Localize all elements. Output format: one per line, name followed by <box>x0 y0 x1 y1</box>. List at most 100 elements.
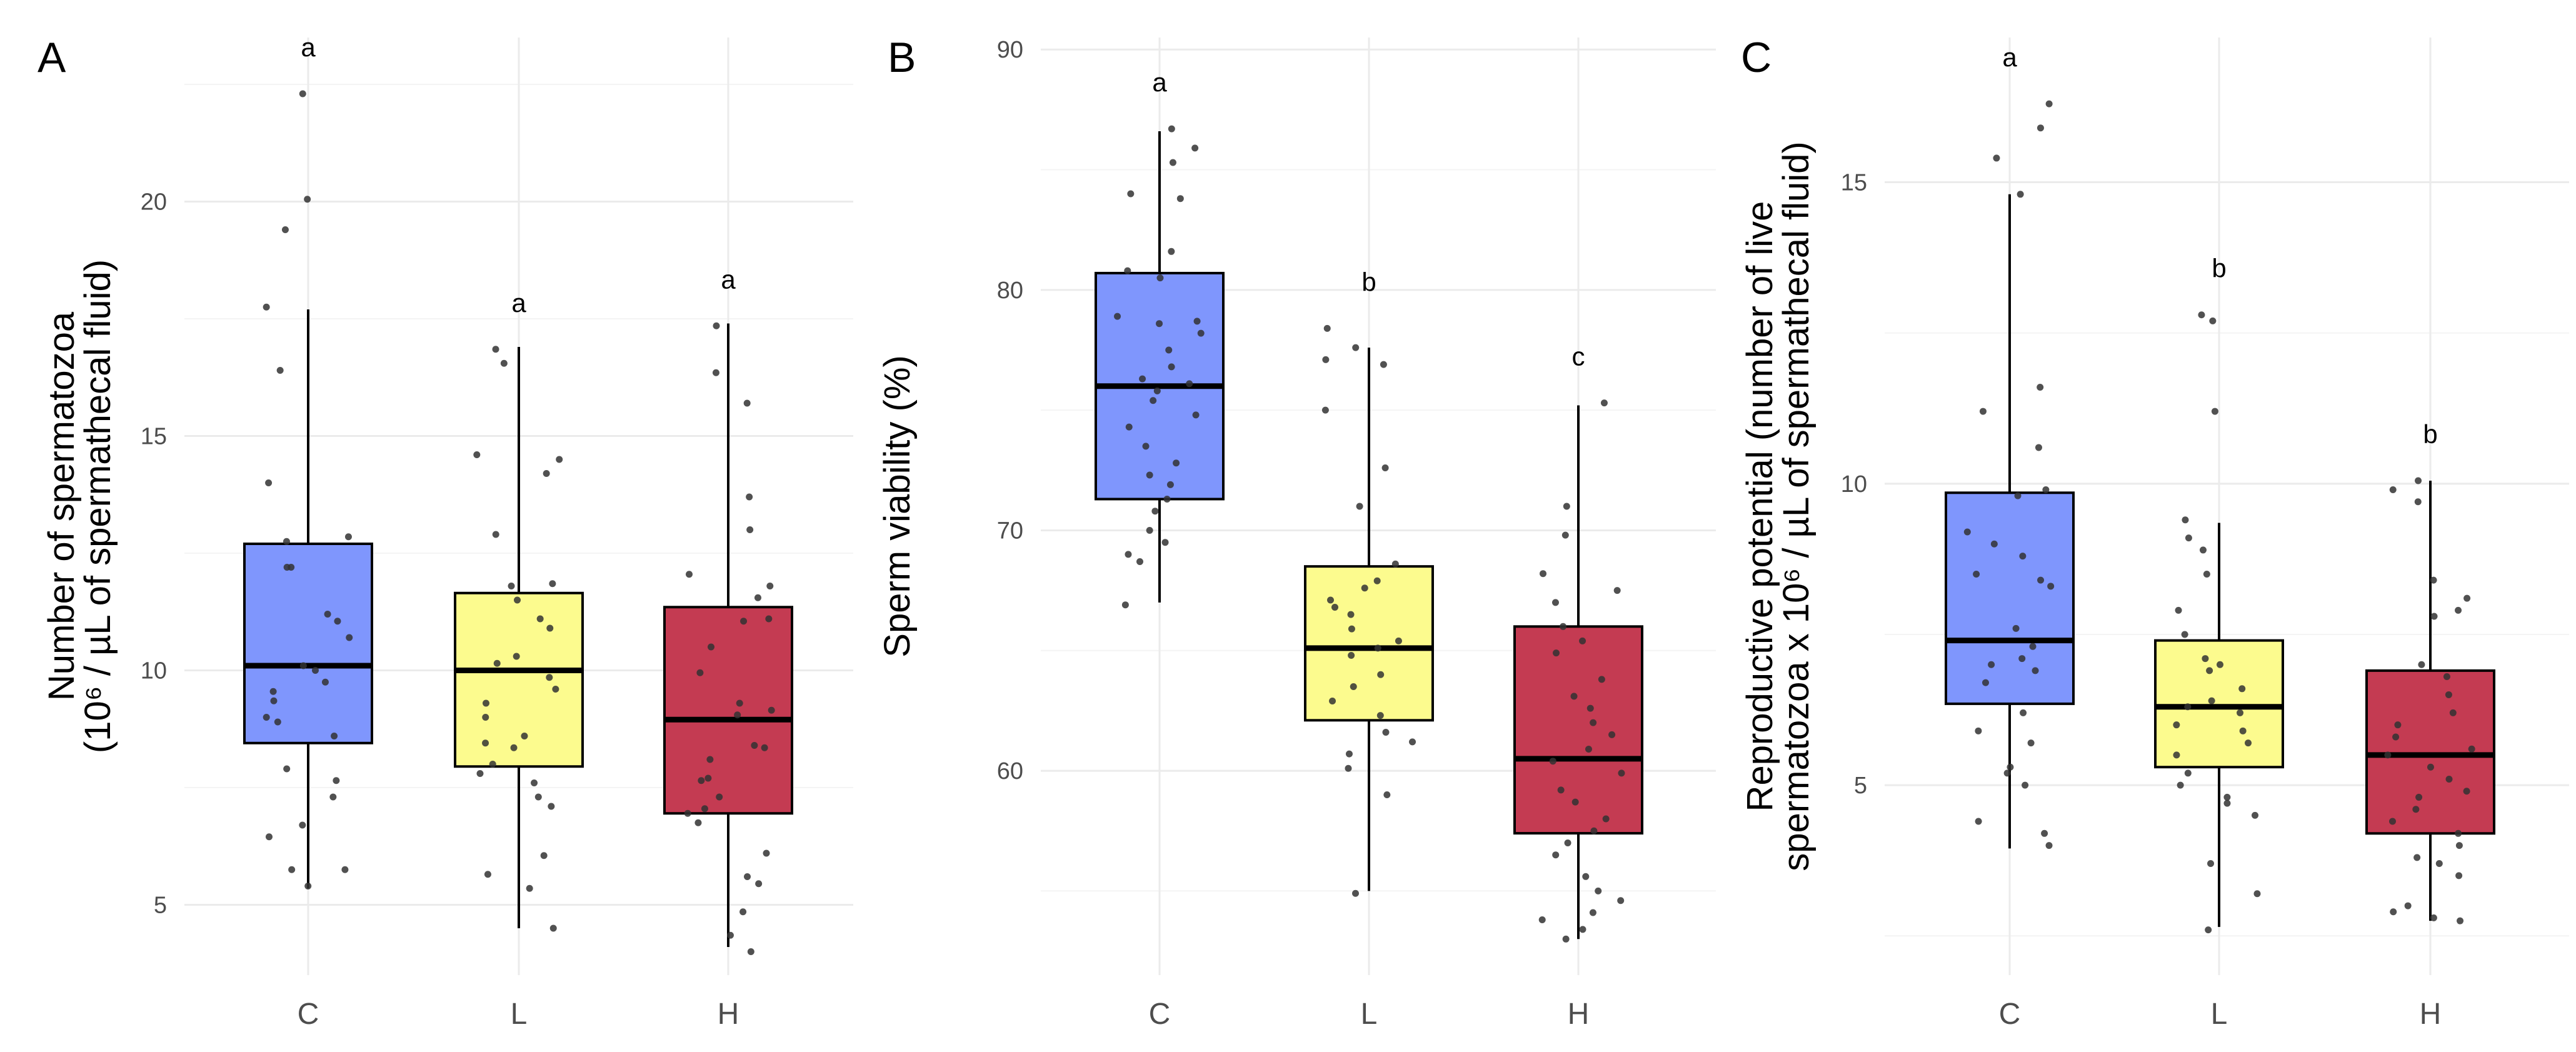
data-point <box>766 583 774 589</box>
data-point <box>1561 531 1569 539</box>
data-point <box>743 399 751 407</box>
data-point <box>2173 751 2180 759</box>
data-point <box>2045 842 2053 849</box>
data-point <box>2223 799 2231 807</box>
data-point <box>283 765 291 773</box>
data-point <box>482 699 489 707</box>
data-point <box>526 884 533 892</box>
data-point <box>2017 191 2024 198</box>
data-point <box>2430 576 2437 584</box>
data-point <box>2223 793 2231 801</box>
data-point <box>1562 935 1570 943</box>
x-tick-label: C <box>1149 998 1171 1031</box>
data-point <box>299 90 306 98</box>
data-point <box>1579 926 1586 933</box>
data-point <box>744 873 751 880</box>
data-point <box>2032 667 2039 674</box>
data-point <box>1348 625 1355 633</box>
data-point <box>2035 444 2042 451</box>
data-point <box>534 793 542 801</box>
data-point <box>263 714 270 721</box>
data-point <box>1156 274 1164 282</box>
data-point <box>492 531 499 538</box>
data-point <box>1381 464 1389 471</box>
data-point <box>1552 649 1560 657</box>
data-point <box>2427 763 2434 771</box>
data-point <box>311 667 319 674</box>
data-point <box>552 686 559 693</box>
data-point <box>2209 317 2217 324</box>
data-point <box>1982 679 1989 686</box>
data-point <box>1540 570 1547 578</box>
data-point <box>1560 623 1567 630</box>
data-point <box>2019 553 2027 560</box>
data-point <box>274 718 281 726</box>
data-point <box>1176 195 1184 203</box>
data-point <box>269 688 277 695</box>
data-point <box>747 948 754 955</box>
data-point <box>1173 459 1180 467</box>
box-c: a <box>1945 43 2075 849</box>
iqr-box <box>1945 491 2075 705</box>
data-point <box>1142 443 1150 450</box>
data-point <box>1197 329 1205 337</box>
data-point <box>696 669 704 676</box>
iqr-box <box>2365 669 2495 835</box>
data-point <box>1322 356 1330 363</box>
data-point <box>1124 267 1131 274</box>
data-point <box>1582 873 1590 880</box>
data-point <box>341 866 349 873</box>
data-point <box>1168 125 1175 133</box>
significance-letter: a <box>2002 43 2017 72</box>
data-point <box>2181 631 2188 638</box>
data-point <box>1589 909 1596 916</box>
data-point <box>763 849 770 857</box>
y-tick-label: 60 <box>997 758 1023 784</box>
data-point <box>484 871 491 878</box>
significance-letter: c <box>1572 342 1585 371</box>
data-point <box>1613 587 1621 594</box>
data-point <box>2012 624 2020 632</box>
data-point <box>2253 890 2261 898</box>
data-point <box>2203 571 2210 578</box>
data-point <box>473 451 481 458</box>
data-point <box>684 809 691 817</box>
panel-a: 5 10 15 20 a Ca La H A Number of spermatozoa(10⁶ … <box>38 33 853 1031</box>
data-point <box>1979 408 1987 415</box>
data-point <box>2177 781 2184 789</box>
data-point <box>1161 539 1169 546</box>
data-point <box>1391 560 1399 568</box>
data-point <box>1579 637 1586 644</box>
data-point <box>1350 683 1357 690</box>
data-point <box>1192 411 1200 419</box>
data-point <box>2455 829 2462 837</box>
data-point <box>1564 839 1571 846</box>
data-point <box>706 756 714 763</box>
data-point <box>2388 818 2396 825</box>
data-point <box>1139 375 1146 383</box>
data-point <box>521 733 528 739</box>
data-point <box>1975 818 1982 825</box>
data-point <box>1975 727 1982 734</box>
data-point <box>324 611 331 618</box>
data-point <box>2198 311 2205 319</box>
data-point <box>2018 655 2026 663</box>
data-point <box>500 359 508 367</box>
data-point <box>765 615 773 623</box>
data-point <box>686 571 693 578</box>
significance-letter: b <box>1361 267 1376 296</box>
data-point <box>556 456 563 463</box>
data-point <box>2468 745 2475 753</box>
data-point <box>1345 764 1352 772</box>
data-point <box>2457 917 2464 924</box>
data-point <box>1352 344 1360 351</box>
data-point <box>1153 387 1161 394</box>
data-point <box>283 538 290 545</box>
data-point <box>1331 604 1338 611</box>
data-point <box>704 774 712 782</box>
y-axis-label: spermatozoa x 10⁶ / µL of spermathecal f… <box>1776 141 1817 871</box>
y-tick-label: 15 <box>141 424 167 450</box>
data-point <box>2238 685 2246 693</box>
